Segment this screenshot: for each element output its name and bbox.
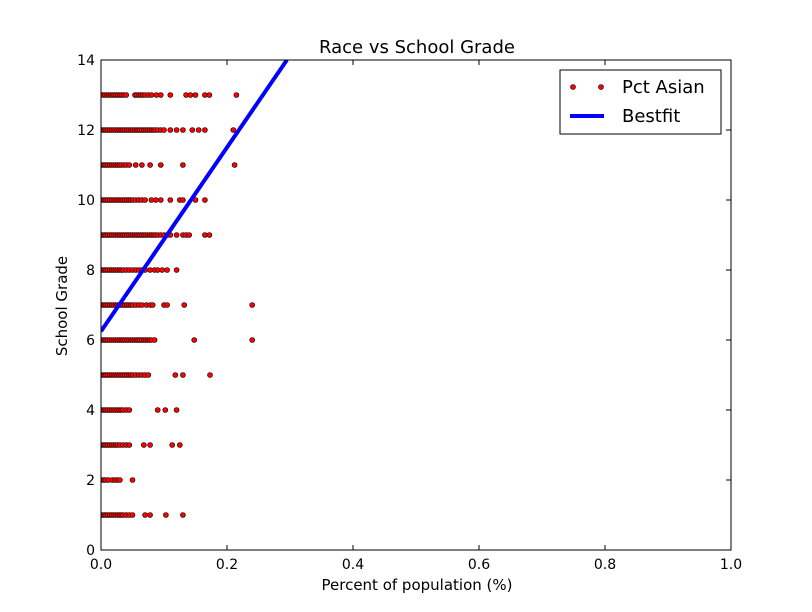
y-tick-label: 14 (77, 53, 95, 69)
data-point (139, 162, 145, 168)
data-point (117, 477, 123, 483)
data-point (159, 267, 165, 273)
data-point (132, 162, 139, 168)
data-point (249, 337, 255, 343)
data-point (173, 232, 180, 238)
x-tick-label: 0.8 (594, 557, 616, 573)
x-tick-label: 0.6 (468, 557, 490, 573)
data-point (126, 162, 133, 168)
data-point (180, 162, 186, 168)
y-tick-label: 6 (86, 333, 95, 349)
data-point (189, 127, 196, 133)
data-point (202, 127, 208, 133)
data-point (164, 302, 170, 308)
data-point (147, 512, 153, 518)
series-pct-asian (101, 92, 255, 518)
y-tick-label: 0 (86, 543, 95, 559)
data-point (126, 407, 133, 413)
y-tick-label: 12 (77, 123, 95, 139)
data-point (147, 162, 153, 168)
data-point (158, 197, 164, 203)
data-point (154, 407, 161, 413)
legend-marker-scatter (570, 84, 576, 90)
data-point (206, 232, 213, 238)
data-point (158, 92, 164, 98)
data-point (153, 197, 159, 203)
y-tick-label: 4 (86, 403, 95, 419)
data-point (142, 512, 148, 518)
plot-area: 0.0 0.2 0.4 0.6 0.8 1.0 0 2 4 6 8 10 12 14 (77, 53, 742, 573)
data-point (169, 442, 175, 448)
x-tick-label: 0.4 (342, 557, 364, 573)
data-point (186, 232, 192, 238)
y-tick-label: 2 (86, 473, 95, 489)
data-point (230, 127, 237, 133)
data-point (167, 92, 174, 98)
plot-background (101, 60, 731, 550)
data-point (207, 372, 213, 378)
data-point (149, 302, 156, 308)
data-point (163, 512, 169, 518)
data-point (151, 337, 158, 343)
x-axis-label: Percent of population (%) (322, 576, 513, 594)
data-point (145, 372, 152, 378)
data-point (249, 302, 255, 308)
data-point (158, 162, 164, 168)
legend: Pct Asian Bestfit (559, 69, 722, 135)
data-point (129, 477, 136, 483)
data-point (181, 302, 187, 308)
data-point (167, 127, 174, 133)
data-point (123, 92, 129, 98)
data-point (173, 127, 180, 133)
chart-title: Race vs School Grade (319, 37, 515, 58)
plot-frame (100, 59, 732, 551)
data-point (180, 512, 186, 518)
data-point (148, 92, 155, 98)
data-point (142, 197, 148, 203)
data-point (126, 442, 133, 448)
legend-marker-scatter (598, 84, 604, 90)
data-point (173, 267, 180, 273)
legend-item-pct-asian: Pct Asian (570, 77, 705, 98)
data-point (233, 92, 240, 98)
y-tick-label: 8 (86, 263, 95, 279)
data-point (177, 442, 183, 448)
data-point (195, 127, 202, 133)
data-point (173, 407, 180, 413)
data-point (162, 407, 169, 413)
data-point (180, 127, 186, 133)
data-point (187, 92, 194, 98)
data-point (161, 127, 167, 133)
data-point (164, 267, 170, 273)
data-point (192, 92, 199, 98)
data-point (206, 92, 213, 98)
y-axis-label: School Grade (53, 256, 71, 356)
legend-label-pct-asian: Pct Asian (622, 77, 705, 98)
x-tick-label: 0.2 (216, 557, 238, 573)
data-point (231, 162, 238, 168)
data-point (172, 372, 179, 378)
data-point (202, 197, 208, 203)
data-point (147, 442, 153, 448)
x-tick-label: 0.0 (90, 557, 112, 573)
legend-label-bestfit: Bestfit (622, 106, 680, 127)
data-point (180, 372, 186, 378)
data-point (141, 442, 147, 448)
data-point (167, 197, 174, 203)
x-tick-label: 1.0 (720, 557, 742, 573)
y-tick-label: 10 (77, 193, 95, 209)
legend-item-bestfit: Bestfit (570, 106, 680, 127)
legend-box (559, 69, 722, 135)
data-point (129, 512, 136, 518)
data-point (180, 197, 186, 203)
data-point (191, 337, 197, 343)
series-line-bestfit (101, 60, 289, 333)
